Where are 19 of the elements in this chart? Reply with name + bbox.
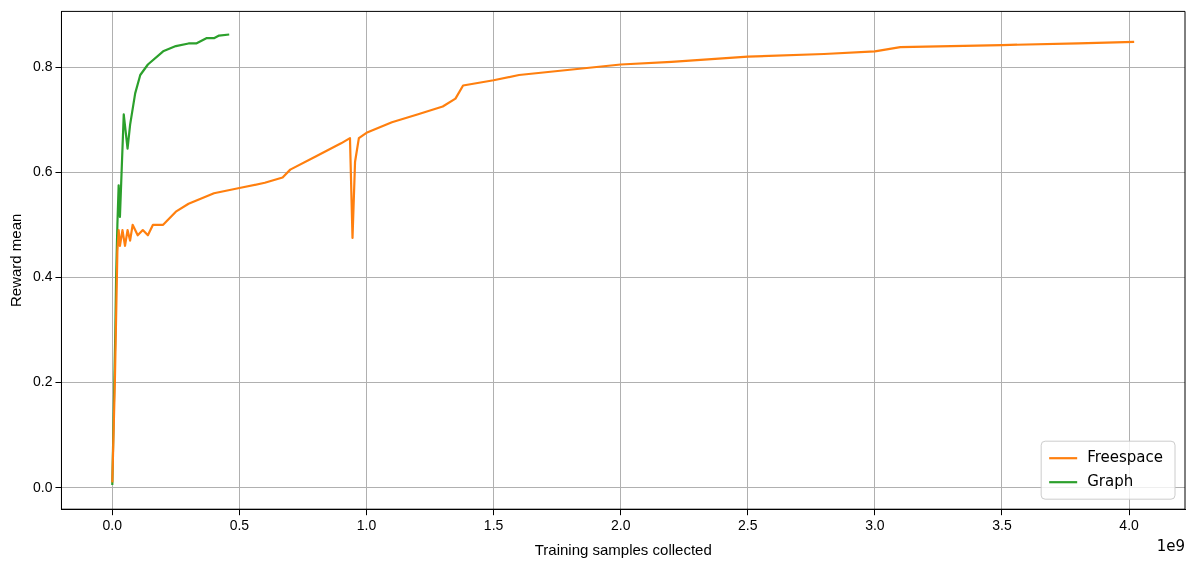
- x-tick-label: 4.0: [1119, 517, 1140, 534]
- x-tick-label: 2.5: [738, 517, 758, 534]
- y-axis-title: Reward mean: [7, 213, 25, 307]
- x-tick-label: 3.0: [865, 517, 885, 534]
- legend-label: Freespace: [1087, 448, 1164, 467]
- y-tick-label: 0.0: [32, 478, 53, 495]
- x-tick-label: 0.0: [102, 517, 123, 534]
- x-tick-label: 1.0: [356, 517, 377, 534]
- x-tick-label: 2.0: [610, 517, 631, 534]
- y-tick-label: 0.2: [32, 373, 53, 390]
- legend-label: Graph: [1087, 472, 1134, 491]
- y-tick-label: 0.6: [32, 163, 53, 180]
- x-tick-label: 0.5: [229, 517, 250, 534]
- y-tick-label: 0.4: [32, 268, 53, 285]
- x-axis-title: Training samples collected: [534, 541, 712, 559]
- x-tick-label: 1.5: [483, 517, 504, 534]
- text: 1e9: [1156, 536, 1185, 555]
- x-tick-label: 3.5: [992, 517, 1012, 534]
- y-tick-label: 0.8: [32, 57, 53, 74]
